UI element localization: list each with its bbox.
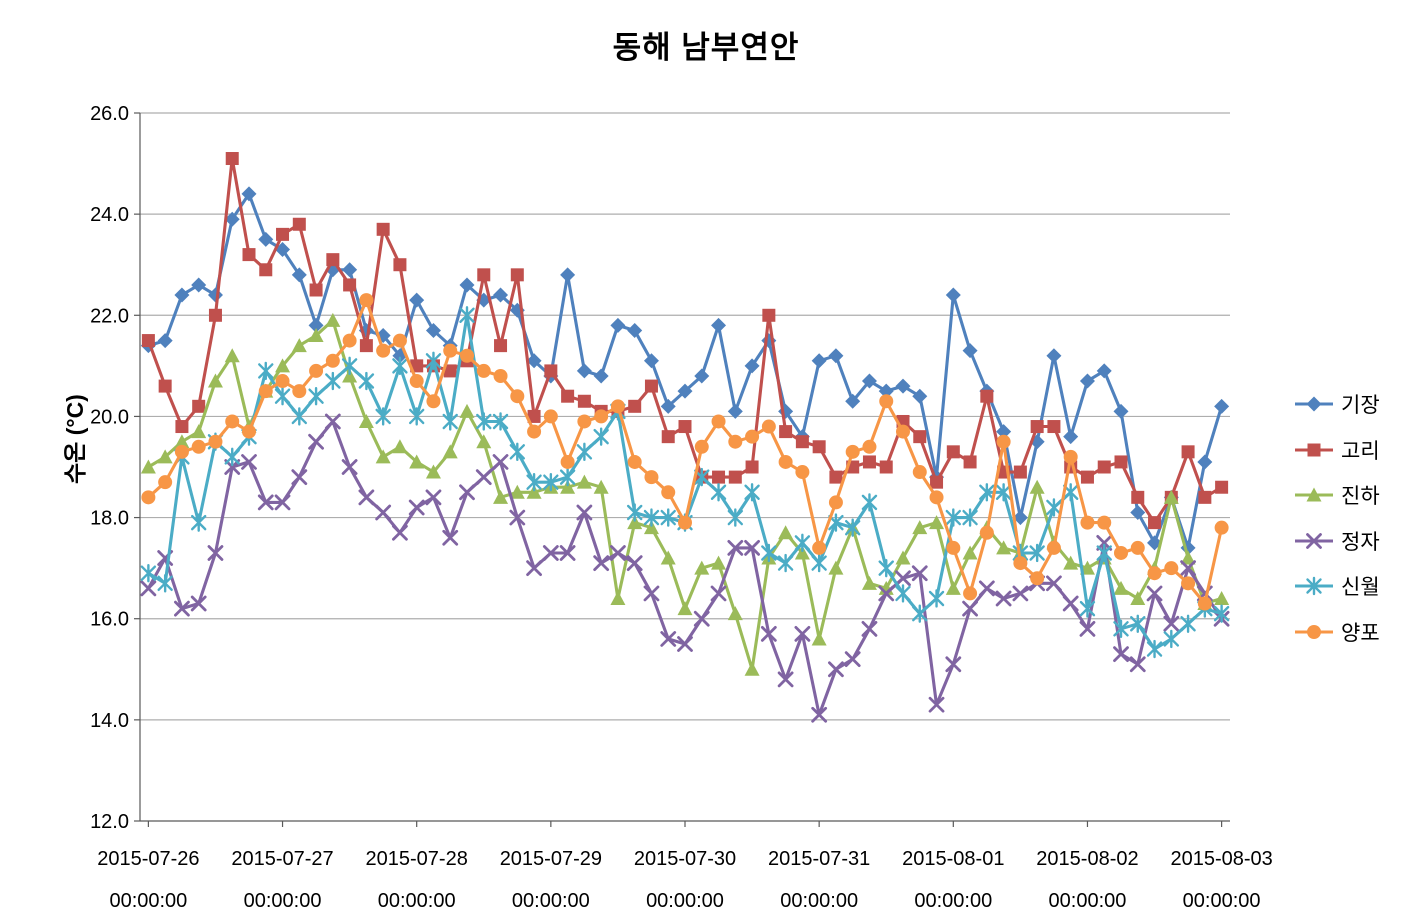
- series-진하: [140, 312, 1230, 676]
- x-tick-date: 2015-07-26: [97, 848, 199, 870]
- legend-marker-x: [1295, 532, 1333, 549]
- x-tick-date: 2015-08-03: [1170, 848, 1272, 870]
- x-tick-time: 00:00:00: [1183, 890, 1261, 912]
- y-tick-label: 26.0: [90, 103, 129, 125]
- y-tick-label: 20.0: [90, 406, 129, 428]
- y-tick-label: 22.0: [90, 305, 129, 327]
- legend-item-정자: 정자: [1293, 529, 1380, 554]
- x-tick-time: 00:00:00: [512, 890, 590, 912]
- legend-label: 고리: [1341, 439, 1380, 463]
- legend-marker-triangle: [1295, 487, 1333, 502]
- x-tick-time: 00:00:00: [109, 890, 187, 912]
- y-tick-label: 14.0: [90, 710, 129, 732]
- x-tick-date: 2015-07-29: [500, 848, 602, 870]
- legend-item-고리: 고리: [1293, 438, 1380, 463]
- series-양포: [141, 293, 1229, 611]
- x-tick-date: 2015-08-02: [1036, 848, 1138, 870]
- legend-marker-circle: [1295, 624, 1333, 639]
- legend-item-신월: 신월: [1293, 574, 1380, 599]
- x-tick-time: 00:00:00: [244, 890, 322, 912]
- x-tick-date: 2015-08-01: [902, 848, 1004, 870]
- legend-marker-square: [1295, 443, 1333, 456]
- x-tick-time: 00:00:00: [914, 890, 992, 912]
- legend-item-양포: 양포: [1293, 620, 1380, 645]
- legend-item-진하: 진하: [1293, 483, 1380, 508]
- legend-label: 양포: [1341, 621, 1380, 645]
- series-정자: [140, 413, 1230, 723]
- y-tick-label: 12.0: [90, 811, 129, 833]
- x-tick-time: 00:00:00: [1049, 890, 1127, 912]
- x-tick-date: 2015-07-30: [634, 848, 736, 870]
- chart-title: 동해 남부연안: [612, 30, 800, 65]
- legend-marker-asterisk: [1295, 576, 1333, 596]
- y-tick-label: 18.0: [90, 508, 129, 530]
- x-tick-date: 2015-07-31: [768, 848, 870, 870]
- x-tick-time: 00:00:00: [780, 890, 858, 912]
- y-tick-label: 24.0: [90, 204, 129, 226]
- x-tick-date: 2015-07-27: [231, 848, 333, 870]
- legend-item-기장: 기장: [1293, 392, 1380, 417]
- legend-label: 기장: [1341, 394, 1380, 417]
- x-tick-time: 00:00:00: [378, 890, 456, 912]
- legend-marker-diamond: [1295, 396, 1333, 412]
- legend-label: 진하: [1341, 485, 1380, 508]
- x-tick-date: 2015-07-28: [366, 848, 468, 870]
- legend-label: 신월: [1341, 576, 1380, 599]
- x-tick-time: 00:00:00: [646, 890, 724, 912]
- legend-label: 정자: [1341, 530, 1380, 554]
- y-tick-label: 16.0: [90, 609, 129, 631]
